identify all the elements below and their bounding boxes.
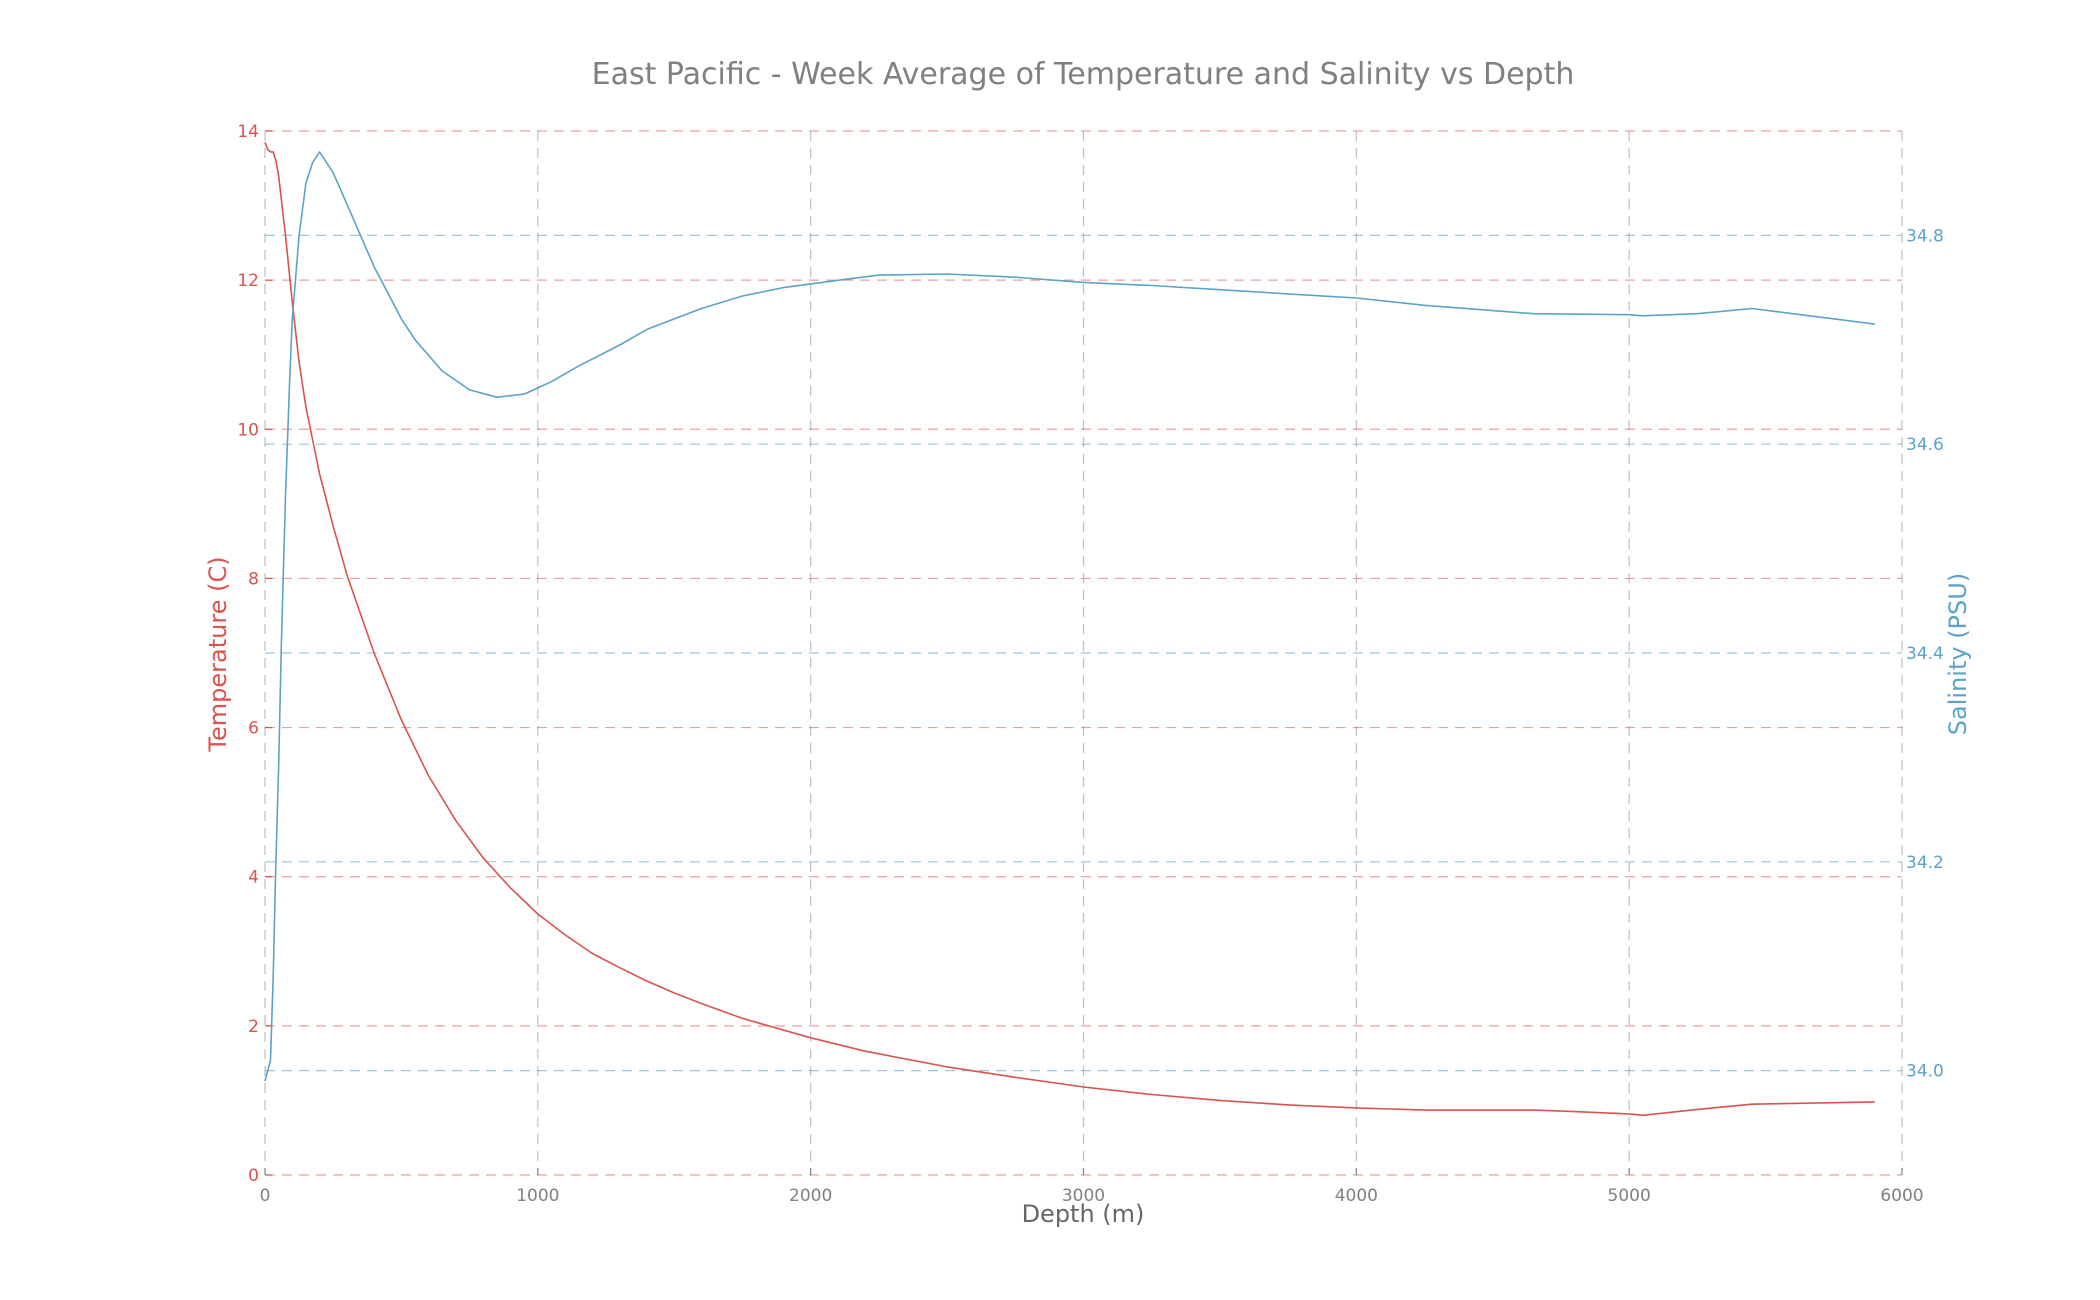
y-right-tick-label: 34.4 xyxy=(1906,644,1944,664)
x-tick-label: 3000 xyxy=(1062,1186,1105,1206)
line-layer xyxy=(264,141,1875,1117)
y-left-tick-label: 14 xyxy=(237,122,259,142)
x-tick-label: 0 xyxy=(260,1186,271,1206)
y-left-tick-label: 4 xyxy=(248,868,259,888)
temperature-series-line xyxy=(264,141,1875,1117)
y-right-tick-label: 34.6 xyxy=(1906,435,1944,455)
y-right-tick-label: 34.2 xyxy=(1906,853,1944,873)
y-right-tick-label: 34.0 xyxy=(1906,1062,1944,1082)
y-left-tick-label: 12 xyxy=(237,271,259,291)
y-right-tick-label: 34.8 xyxy=(1906,226,1944,246)
y-left-tick-label: 6 xyxy=(248,719,259,739)
axis-layer: 0 1000 2000 3000 4000 5000 6000 0 2 4 6 8 10 12 14 34.0… xyxy=(237,122,1944,1206)
x-tick-label: 1000 xyxy=(516,1186,559,1206)
y-left-tick-label: 2 xyxy=(248,1017,259,1037)
y-right-axis-label: Salinity (PSU) xyxy=(1944,573,1972,735)
y-left-tick-label: 10 xyxy=(237,420,259,440)
y-left-axis-label: Temperature (C) xyxy=(204,556,232,752)
chart-title: East Pacific - Week Average of Temperatu… xyxy=(592,57,1575,92)
x-tick-label: 6000 xyxy=(1880,1186,1923,1206)
y-left-tick-label: 8 xyxy=(248,569,259,589)
x-tick-label: 2000 xyxy=(789,1186,832,1206)
grid-layer xyxy=(264,130,1903,1176)
x-tick-label: 4000 xyxy=(1335,1186,1378,1206)
y-left-tick-label: 0 xyxy=(248,1166,259,1186)
salinity-series-line xyxy=(264,151,1875,1082)
x-tick-label: 5000 xyxy=(1608,1186,1651,1206)
x-axis-label: Depth (m) xyxy=(1022,1200,1145,1228)
